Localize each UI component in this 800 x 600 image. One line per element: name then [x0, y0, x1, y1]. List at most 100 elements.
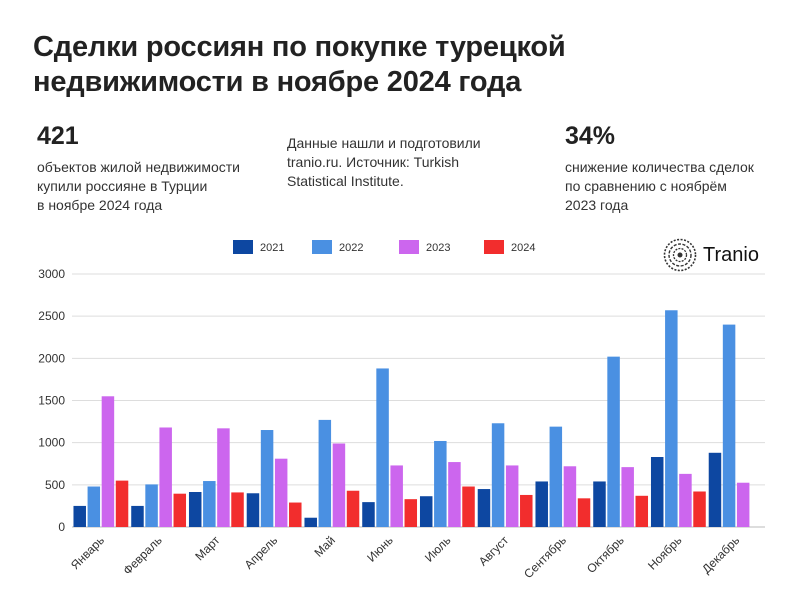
bar-2024	[346, 490, 360, 527]
source-note: Данные нашли и подготовили tranio.ru. Ис…	[287, 134, 527, 191]
bar-2022	[145, 484, 158, 527]
bar-2021	[650, 457, 664, 527]
bar-2021	[419, 496, 433, 527]
bar-2023	[505, 465, 519, 527]
x-tick-label: Март	[192, 533, 223, 564]
bar-2023	[159, 427, 172, 527]
x-tick-label: Февраль	[120, 533, 164, 577]
stat-right-desc-line: снижение количества сделок	[565, 159, 754, 175]
x-tick-label: Октябрь	[584, 533, 627, 576]
bar-2024	[520, 494, 533, 527]
bar-2022	[203, 481, 216, 527]
y-tick-label: 2500	[38, 309, 65, 323]
bar-2021	[477, 489, 491, 527]
bar-2021	[535, 481, 548, 527]
bar-2022	[434, 440, 447, 527]
bar-2023	[332, 443, 346, 527]
bar-2022	[491, 423, 505, 527]
bar-2021	[593, 481, 606, 527]
y-axis: 0 500 1000 1500 2000 2500 3000	[38, 267, 65, 534]
title-line-1: Сделки россиян по покупке турецкой	[33, 31, 566, 63]
bar-2022	[87, 486, 101, 527]
y-tick-label: 500	[45, 478, 65, 492]
source-line: Statistical Institute.	[287, 173, 404, 189]
stat-right-desc: снижение количества сделок по сравнению …	[565, 158, 795, 215]
bar-2023	[101, 396, 115, 527]
y-tick-label: 2000	[38, 351, 65, 365]
bar-2023	[563, 466, 577, 527]
legend-label: 2021	[260, 242, 284, 254]
stat-right-value: 34%	[565, 122, 616, 150]
bar-2021	[304, 517, 317, 527]
x-tick-label: Август	[476, 533, 512, 569]
bar-2023	[390, 465, 403, 527]
bar-2022	[549, 426, 563, 527]
stat-left-desc-line: купили россияне в Турции	[37, 178, 208, 194]
bar-2022	[376, 368, 389, 527]
tranio-logo: Tranio	[663, 237, 759, 273]
bar-2024	[635, 495, 649, 527]
legend-swatch	[233, 240, 253, 254]
bar-2021	[362, 502, 375, 527]
bar-2021	[131, 505, 144, 527]
bar-2021	[188, 492, 202, 527]
chart-legend: 2021 2022 2023 2024	[233, 240, 535, 254]
y-tick-label: 1000	[38, 436, 65, 450]
source-line: Данные нашли и подготовили	[287, 135, 481, 151]
bar-2024	[404, 499, 418, 527]
bar-2023	[217, 428, 230, 527]
bar-2022	[607, 356, 620, 527]
legend-swatch	[484, 240, 504, 254]
bar-2023	[448, 462, 461, 527]
bar-2023	[736, 482, 750, 527]
chart-bars	[73, 310, 750, 527]
bar-2022	[722, 324, 736, 527]
x-tick-label: Сентябрь	[521, 533, 569, 581]
bar-2021	[73, 505, 86, 527]
x-tick-label: Июль	[422, 533, 454, 565]
title-line-2: недвижимости в ноябре 2024 года	[33, 66, 522, 98]
bar-2024	[231, 492, 244, 527]
legend-label: 2024	[511, 242, 535, 254]
y-tick-label: 3000	[38, 267, 65, 281]
bar-2023	[274, 458, 288, 527]
bar-2024	[115, 480, 129, 527]
x-tick-label: Май	[311, 533, 338, 560]
x-tick-label: Ноябрь	[645, 533, 684, 572]
bar-2021	[246, 493, 260, 527]
bar-2021	[708, 452, 722, 527]
y-tick-label: 0	[58, 520, 65, 534]
stat-left-desc-line: объектов жилой недвижимости	[37, 159, 240, 175]
x-tick-label: Декабрь	[699, 533, 742, 576]
bar-2024	[577, 498, 591, 527]
logo-text: Tranio	[703, 243, 759, 266]
x-tick-label: Июнь	[364, 533, 395, 564]
bar-2024	[693, 491, 706, 527]
chart-grid	[72, 273, 765, 528]
tranio-logo-icon	[663, 238, 697, 272]
stat-right-desc-line: по сравнению с ноябрём	[565, 178, 727, 194]
stat-left-desc: объектов жилой недвижимости купили росси…	[37, 158, 277, 215]
bar-2024	[289, 502, 302, 527]
legend-swatch	[399, 240, 419, 254]
source-line: tranio.ru. Источник: Turkish	[287, 154, 460, 170]
bar-2024	[462, 486, 475, 527]
y-tick-label: 1500	[38, 394, 65, 408]
legend-swatch	[312, 240, 332, 254]
x-tick-label: Январь	[68, 533, 107, 572]
x-axis: Январь Февраль Март Апрель Май Июнь Июль Август…	[68, 533, 742, 581]
bar-2023	[679, 473, 692, 527]
stat-right-desc-line: 2023 года	[565, 197, 629, 213]
bar-2022	[318, 419, 332, 527]
stat-left-value: 421	[37, 122, 79, 150]
legend-label: 2023	[426, 242, 450, 254]
bar-2024	[173, 493, 187, 527]
x-tick-label: Апрель	[242, 533, 281, 572]
chart-title: Сделки россиян по покупке турецкой недви…	[33, 30, 633, 100]
stat-left-desc-line: в ноябре 2024 года	[37, 197, 163, 213]
bar-2023	[621, 467, 634, 527]
legend-label: 2022	[339, 242, 363, 254]
bar-2022	[260, 430, 274, 527]
bar-2022	[665, 310, 678, 527]
